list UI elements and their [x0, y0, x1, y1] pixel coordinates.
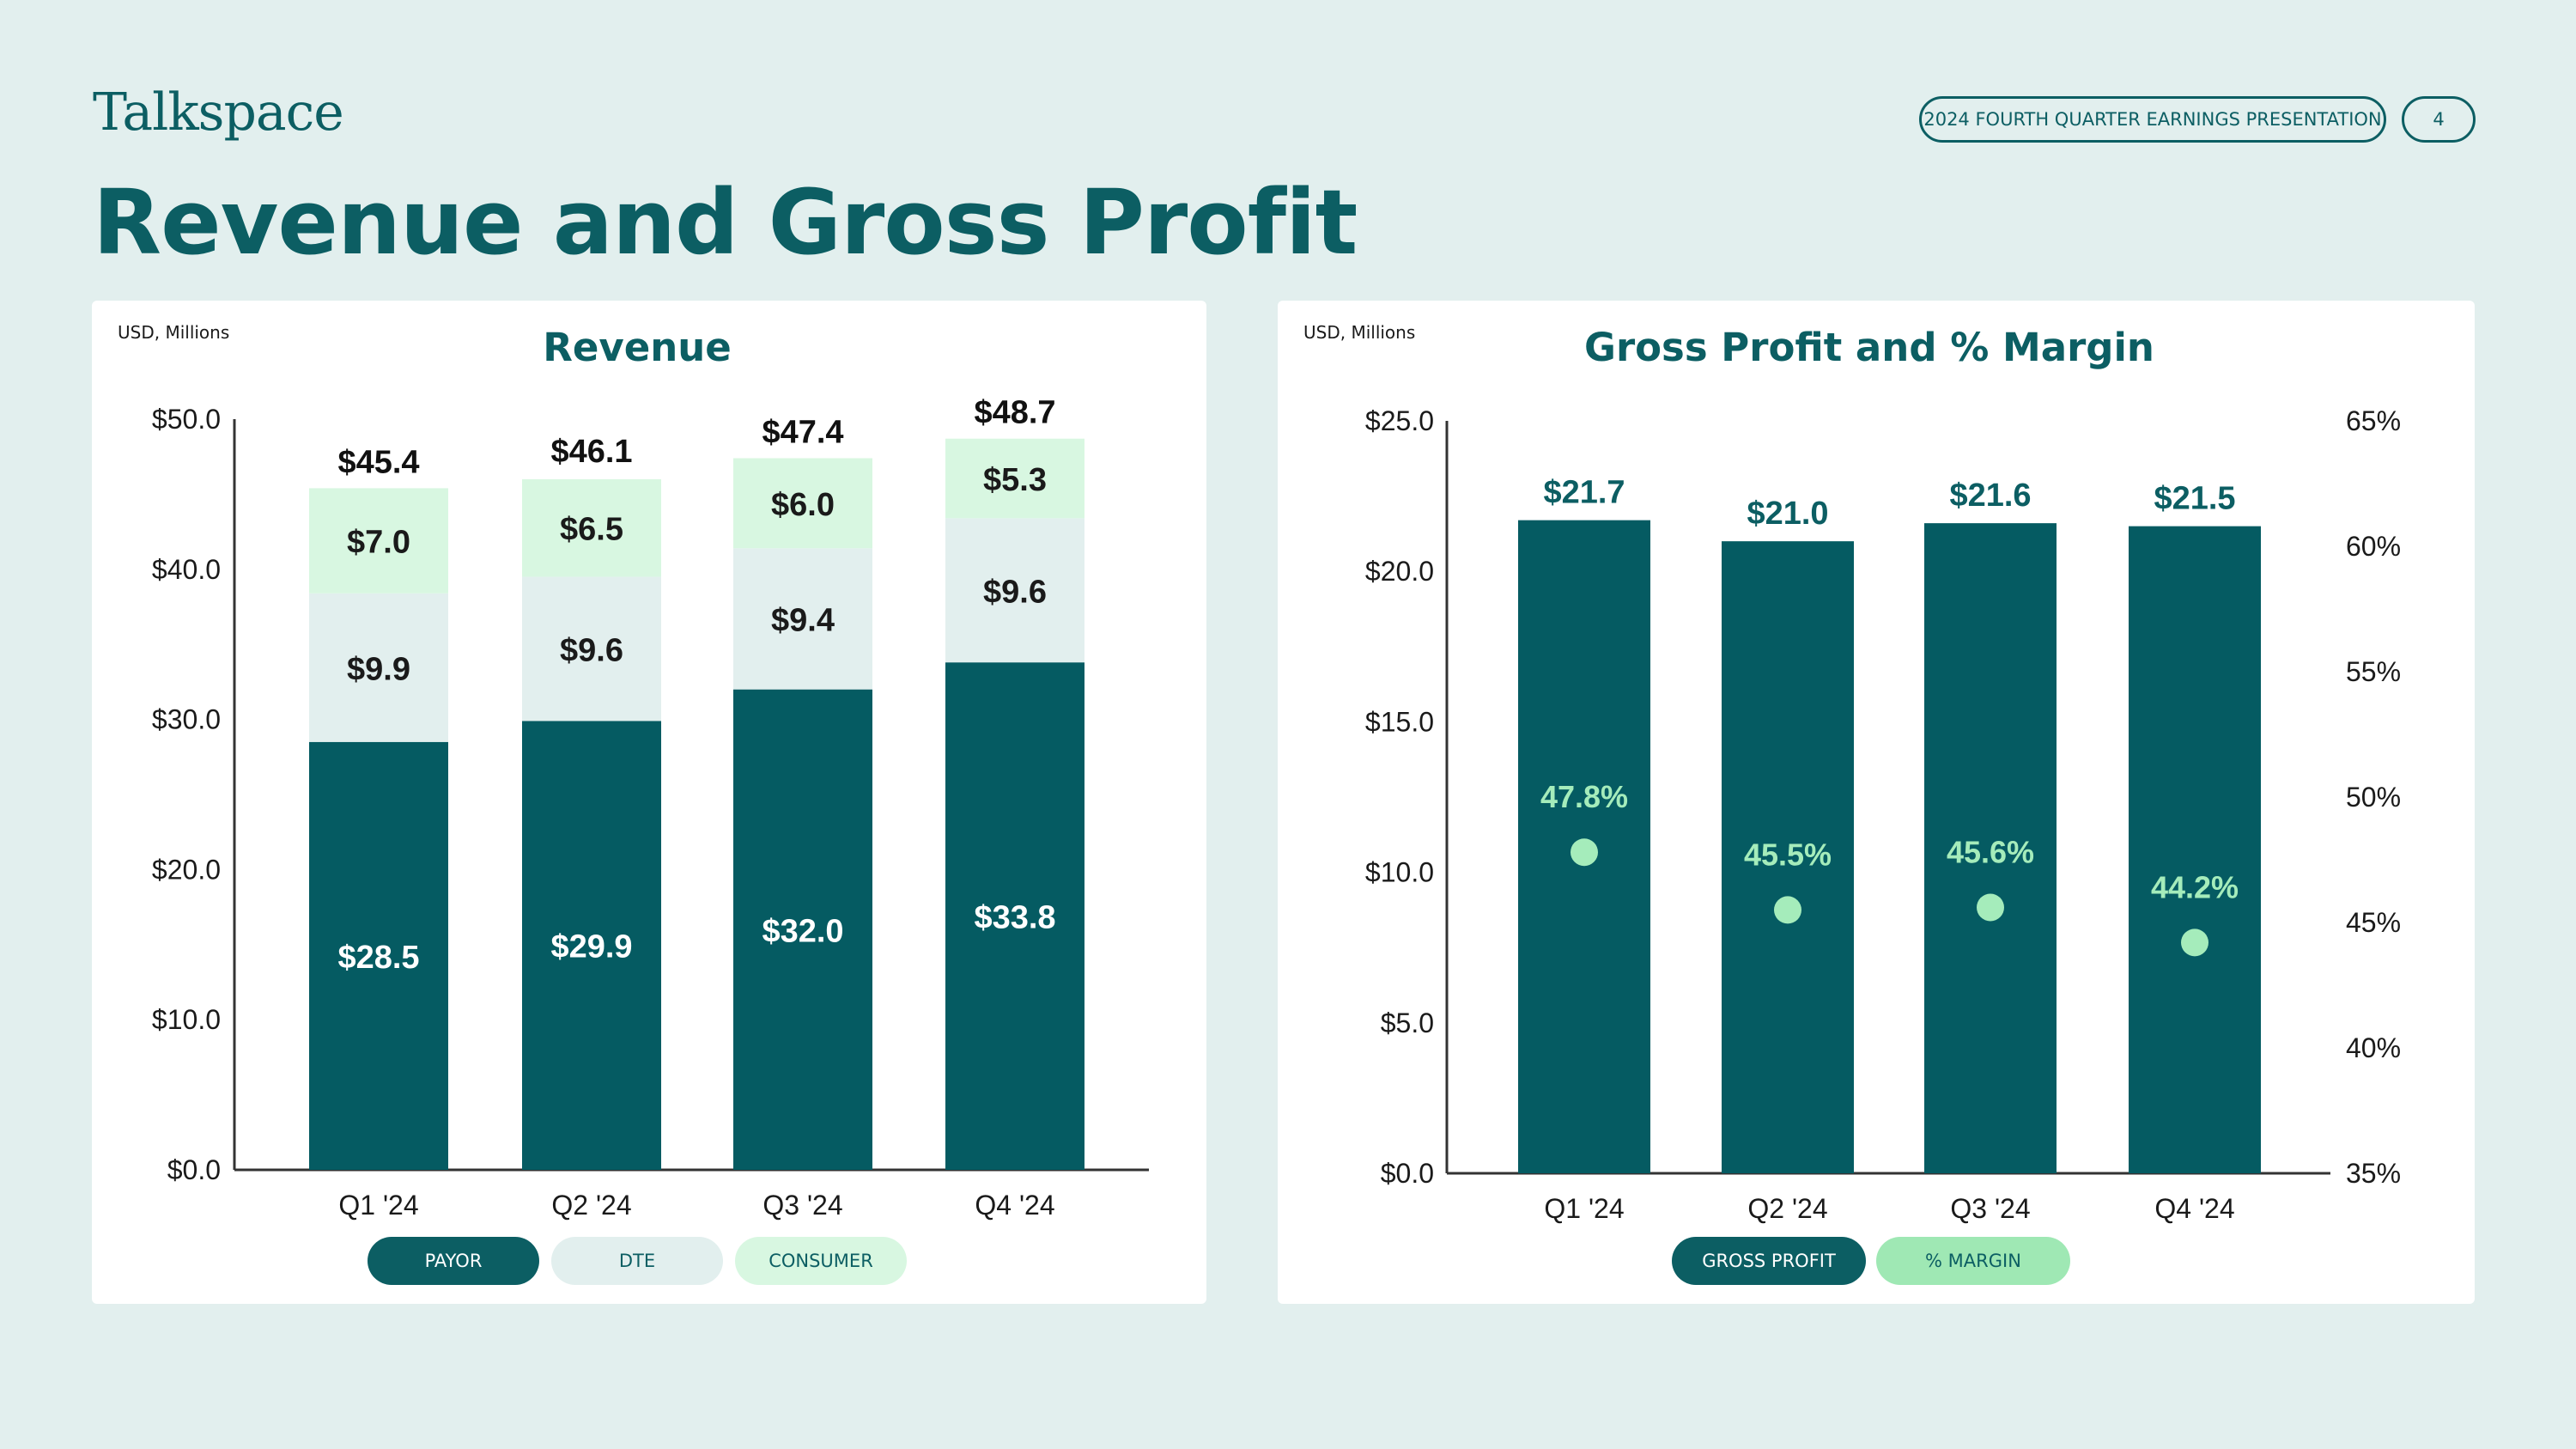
revenue-bar-payor: [522, 721, 661, 1170]
revenue-bar-dte: [309, 593, 448, 742]
revenue-bar-dte: [945, 518, 1084, 663]
gross-profit-unit-label: USD, Millions: [1303, 322, 1416, 343]
revenue-bar-consumer: [522, 478, 661, 577]
revenue-payor-data-label: $32.0: [762, 913, 843, 949]
revenue-bar-payor: [733, 689, 872, 1170]
gross-profit-bar: [2129, 526, 2261, 1173]
gross-profit-data-label: $21.0: [1747, 496, 1828, 532]
gross-profit-y-tick-label: $5.0: [1381, 1008, 1434, 1038]
gross-profit-bar: [1924, 523, 2057, 1173]
revenue-bar-consumer: [309, 488, 448, 594]
gross-profit-x-tick-label: Q2 '24: [1747, 1193, 1827, 1224]
legend-payor: PAYOR: [368, 1237, 539, 1285]
legend-consumer: CONSUMER: [735, 1237, 907, 1285]
gross-profit-data-label: $21.5: [2154, 481, 2235, 517]
talkspace-logo: Talkspace: [93, 82, 344, 143]
gross-profit-y-tick-label: $15.0: [1365, 706, 1434, 737]
revenue-total-label: $47.4: [762, 414, 843, 450]
revenue-dte-data-label: $9.9: [347, 651, 410, 687]
revenue-dte-data-label: $9.4: [771, 602, 835, 638]
gross-profit-bar: [1722, 541, 1854, 1173]
margin-data-label: 47.8%: [1540, 779, 1628, 814]
gross-profit-x-tick-label: Q4 '24: [2154, 1193, 2234, 1224]
revenue-x-tick-label: Q1 '24: [338, 1190, 418, 1221]
gross-profit-y-tick-label: $10.0: [1365, 857, 1434, 888]
margin-data-label: 45.5%: [1744, 837, 1832, 872]
revenue-y-tick-label: $10.0: [152, 1004, 221, 1035]
presentation-label-badge: 2024 FOURTH QUARTER EARNINGS PRESENTATIO…: [1919, 96, 2386, 143]
revenue-consumer-data-label: $6.5: [560, 512, 623, 548]
revenue-bar-payor: [309, 741, 448, 1170]
revenue-bar-consumer: [733, 458, 872, 549]
legend-dte: DTE: [551, 1237, 723, 1285]
margin-point: [1774, 896, 1801, 924]
revenue-bar-dte: [733, 548, 872, 690]
margin-y-tick-label: 35%: [2346, 1158, 2401, 1189]
revenue-y-tick-label: $50.0: [152, 404, 221, 435]
revenue-legend: PAYOR DTE CONSUMER: [80, 1237, 1194, 1285]
margin-y-tick-label: 50%: [2346, 782, 2401, 813]
gross-profit-y-tick-label: $0.0: [1381, 1158, 1434, 1189]
revenue-bar-dte: [522, 576, 661, 721]
revenue-bar-consumer: [945, 438, 1084, 519]
revenue-unit-label: USD, Millions: [118, 322, 230, 343]
gross-profit-y-tick-label: $25.0: [1365, 405, 1434, 436]
revenue-total-label: $46.1: [550, 434, 632, 470]
margin-point: [1977, 893, 2004, 922]
page-number-badge: 4: [2402, 96, 2476, 143]
gross-profit-chart: $0.0 $5.0 $10.0 $15.0 $20.0 $25.0 35% 40% 45% 50%…: [1365, 405, 2401, 1224]
margin-data-label: 45.6%: [1947, 834, 2034, 869]
gross-profit-data-label: $21.7: [1543, 475, 1625, 511]
revenue-x-tick-label: Q2 '24: [551, 1190, 631, 1221]
revenue-total-label: $48.7: [974, 395, 1055, 431]
page-title: Revenue and Gross Profit: [93, 170, 1358, 275]
margin-point: [2181, 928, 2208, 957]
revenue-chart: $0.0 $10.0 $20.0 $30.0 $40.0 $50.0 $28.5 $9.9 $7…: [152, 395, 1149, 1221]
revenue-consumer-data-label: $7.0: [347, 525, 410, 561]
revenue-y-tick-label: $40.0: [152, 554, 221, 585]
margin-y-tick-label: 45%: [2346, 907, 2401, 938]
gross-profit-legend: GROSS PROFIT % MARGIN: [1273, 1237, 2470, 1285]
margin-data-label: 44.2%: [2151, 869, 2239, 904]
revenue-total-label: $45.4: [337, 444, 419, 480]
gross-profit-chart-panel: USD, Millions Gross Profit and % Margin …: [1278, 301, 2475, 1304]
gross-profit-x-tick-label: Q3 '24: [1950, 1193, 2030, 1224]
revenue-consumer-data-label: $6.0: [771, 487, 835, 523]
revenue-payor-data-label: $33.8: [974, 900, 1055, 936]
legend-margin: % MARGIN: [1876, 1237, 2070, 1285]
revenue-x-tick-label: Q4 '24: [975, 1190, 1054, 1221]
gross-profit-y-tick-label: $20.0: [1365, 556, 1434, 587]
revenue-bar-payor: [945, 662, 1084, 1170]
revenue-chart-title: Revenue: [543, 325, 732, 370]
revenue-dte-data-label: $9.6: [560, 632, 623, 668]
margin-y-tick-label: 65%: [2346, 405, 2401, 436]
revenue-y-tick-label: $20.0: [152, 854, 221, 885]
legend-gross-profit: GROSS PROFIT: [1672, 1237, 1866, 1285]
margin-y-tick-label: 40%: [2346, 1032, 2401, 1063]
revenue-x-tick-label: Q3 '24: [762, 1190, 842, 1221]
margin-point: [1571, 838, 1598, 867]
gross-profit-x-tick-label: Q1 '24: [1544, 1193, 1624, 1224]
revenue-dte-data-label: $9.6: [983, 574, 1047, 610]
revenue-y-tick-label: $30.0: [152, 704, 221, 735]
gross-profit-chart-title: Gross Profit and % Margin: [1584, 325, 2154, 370]
revenue-payor-data-label: $28.5: [337, 940, 419, 976]
revenue-payor-data-label: $29.9: [550, 929, 632, 965]
revenue-consumer-data-label: $5.3: [983, 462, 1047, 498]
revenue-chart-panel: USD, Millions Revenue $0.0 $10.0 $20.0 $30.…: [92, 301, 1206, 1304]
gross-profit-data-label: $21.6: [1949, 478, 2031, 514]
margin-y-tick-label: 60%: [2346, 531, 2401, 562]
margin-y-tick-label: 55%: [2346, 656, 2401, 687]
revenue-y-tick-label: $0.0: [167, 1154, 221, 1185]
